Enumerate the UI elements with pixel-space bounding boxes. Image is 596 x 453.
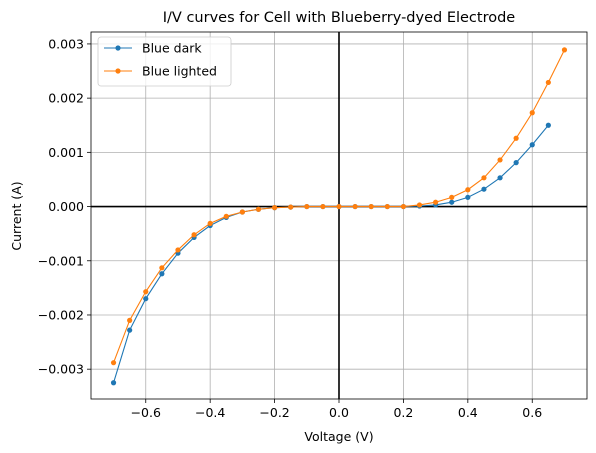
y-tick-label: 0.000 [48,199,84,214]
data-point [385,204,390,209]
data-point [481,175,486,180]
x-axis-label: Voltage (V) [304,429,373,444]
data-point [353,204,358,209]
data-point [288,204,293,209]
data-point [191,232,196,237]
data-point [465,195,470,200]
data-point [143,296,148,301]
data-point [336,204,341,209]
data-point [320,204,325,209]
data-point [514,160,519,165]
data-point [256,207,261,212]
data-point [143,289,148,294]
data-point [417,202,422,207]
legend: Blue dark Blue lighted [98,37,231,86]
data-point [240,209,245,214]
y-axis-label: Current (A) [9,181,24,250]
legend-swatch-marker [115,68,120,73]
data-point [465,187,470,192]
data-point [369,204,374,209]
x-tick-label: 0.6 [522,405,542,420]
y-tick-label: 0.001 [48,145,84,160]
data-point [304,204,309,209]
data-point [449,195,454,200]
data-point [530,110,535,115]
data-point [562,47,567,52]
data-point [546,80,551,85]
legend-label: Blue lighted [142,64,217,79]
chart-title: I/V curves for Cell with Blueberry-dyed … [163,10,516,26]
y-tick-label: 0.003 [48,36,84,51]
x-tick-label: −0.6 [131,405,161,420]
data-point [481,187,486,192]
data-point [159,271,164,276]
legend-label: Blue dark [142,41,202,56]
data-point [433,200,438,205]
x-tick-label: 0.0 [329,405,349,420]
y-tick-label: −0.002 [38,307,84,322]
data-point [401,204,406,209]
x-tick-label: −0.4 [195,405,225,420]
data-point [497,157,502,162]
x-tick-label: −0.2 [259,405,289,420]
data-point [449,200,454,205]
data-point [224,214,229,219]
x-tick-label: 0.4 [458,405,478,420]
data-point [159,265,164,270]
data-point [208,221,213,226]
x-tick-label: 0.2 [393,405,413,420]
data-point [497,175,502,180]
data-point [111,360,116,365]
y-tick-label: −0.003 [38,362,84,377]
y-tick-label: −0.001 [38,253,84,268]
data-point [175,247,180,252]
data-point [111,380,116,385]
data-point [514,136,519,141]
legend-swatch-marker [115,45,120,50]
y-tick-label: 0.002 [48,91,84,106]
data-point [127,318,132,323]
data-point [272,205,277,210]
data-point [127,328,132,333]
data-point [530,142,535,147]
data-point [546,123,551,128]
